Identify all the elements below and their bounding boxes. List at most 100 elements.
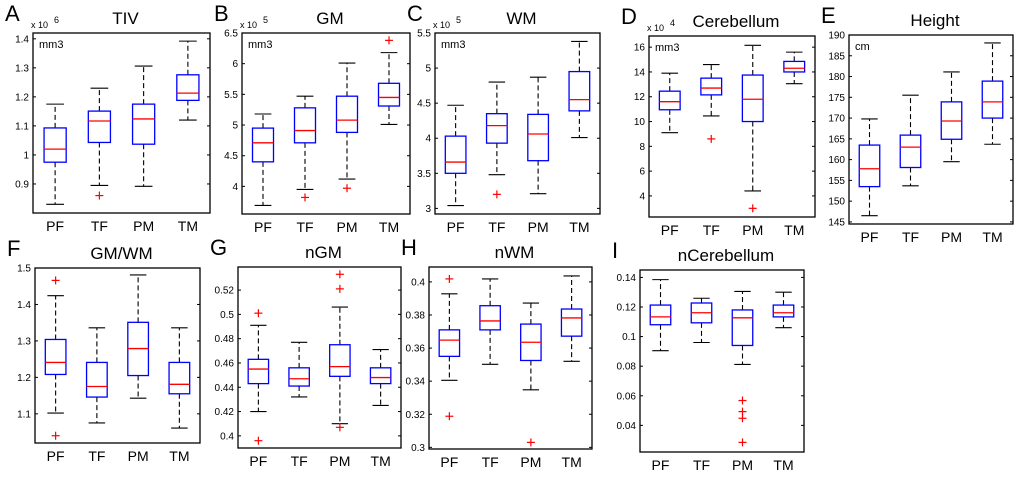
axis-multiplier: x 10 (31, 20, 48, 30)
iqr-box (783, 60, 806, 73)
x-tick-label: PF (254, 219, 272, 235)
y-tick-label: 175 (828, 93, 845, 104)
y-tick-label: 0.5 (220, 310, 234, 321)
y-tick-label: 0.46 (215, 358, 235, 369)
outlier-marker (445, 412, 454, 421)
iqr-box (44, 338, 67, 376)
box-tm (568, 40, 591, 139)
y-tick-label: 16 (634, 43, 646, 54)
box-pf (44, 276, 67, 440)
outlier-marker (254, 309, 263, 318)
outlier-marker (385, 36, 393, 45)
panel-title: Cerebellum (693, 12, 780, 31)
iqr-box (247, 358, 270, 385)
x-tick-label: PM (528, 219, 549, 235)
axis-multiplier-exponent: 5 (263, 15, 268, 25)
box-tm (176, 40, 200, 121)
y-tick-label: 0.04 (617, 421, 637, 432)
box-tm (377, 36, 401, 125)
iqr-box (85, 361, 108, 398)
box-pf (444, 104, 467, 207)
box-pm (731, 290, 754, 447)
box-tf (690, 297, 713, 344)
x-tick-label: TF (482, 454, 499, 470)
x-tick-label: TM (178, 218, 198, 234)
axes-frame (434, 32, 601, 215)
panel-title: Height (910, 11, 959, 30)
box-pf (43, 103, 67, 205)
panel-letter: D (621, 4, 637, 29)
box-pf (251, 113, 275, 206)
axes-frame (32, 32, 211, 214)
y-tick-label: 6 (639, 167, 645, 178)
y-tick-label: 0.44 (215, 383, 235, 394)
axis-multiplier: x 10 (433, 20, 450, 30)
panel-letter: A (5, 1, 20, 26)
iqr-box (568, 70, 591, 112)
x-tick-label: PM (133, 218, 154, 234)
panel-g: 0.4 0.42 0.44 0.46 0.48 0.5 0.52 PF TF PM TM nGM G (210, 235, 402, 469)
x-tick-label: PF (46, 218, 64, 234)
y-tick-label: 4.5 (224, 151, 238, 162)
y-tick-label: 1.4 (17, 300, 31, 311)
iqr-box (444, 135, 467, 174)
y-tick-label: 170 (828, 114, 845, 125)
box-tm (369, 349, 392, 407)
axis-multiplier-exponent: 5 (456, 15, 461, 25)
iqr-box (87, 110, 112, 144)
y-tick-label: 0.52 (215, 286, 235, 297)
outlier-marker (254, 436, 263, 445)
y-tick-label: 6.5 (224, 29, 238, 40)
axis-multiplier: x 10 (647, 23, 664, 33)
iqr-box (741, 74, 764, 123)
outlier-marker (335, 284, 344, 293)
iqr-box (649, 304, 672, 326)
x-tick-label: TM (569, 219, 589, 235)
panel-f: 1.1 1.2 1.3 1.4 1.5 PF TF PM TM GM/WM F (7, 236, 201, 464)
box-tf (899, 94, 922, 187)
iqr-box (369, 367, 392, 385)
panel-e: 145 150 155 160 165 170 175 180 185 190 PF TF PM TM He… (821, 3, 1014, 245)
axes-frame (639, 269, 805, 453)
outlier-marker (445, 274, 454, 283)
y-tick-label: 0.08 (617, 362, 637, 373)
x-tick-label: TM (169, 448, 189, 464)
iqr-box (131, 103, 156, 145)
outlier-marker (51, 276, 60, 285)
y-tick-label: 0.3 (411, 443, 425, 454)
iqr-box (560, 308, 583, 337)
y-tick-label: 3.5 (417, 169, 431, 180)
box-pf (658, 72, 681, 134)
box-pf (858, 118, 881, 217)
iqr-box (485, 113, 508, 144)
x-tick-label: PM (732, 457, 753, 473)
iqr-box (176, 74, 200, 102)
unit-label: cm (855, 41, 870, 53)
box-tm (772, 291, 795, 329)
box-tm (783, 51, 806, 85)
iqr-box (335, 95, 359, 134)
outlier-marker (343, 184, 351, 193)
iqr-box (658, 90, 681, 111)
axes-frame (237, 266, 402, 449)
panel-letter: B (214, 1, 229, 26)
x-tick-label: PF (447, 219, 465, 235)
box-pm (335, 62, 359, 193)
outlier-marker (738, 438, 747, 447)
iqr-box (527, 113, 550, 162)
iqr-box (329, 344, 351, 377)
outlier-marker (95, 191, 104, 200)
box-tf (700, 63, 723, 143)
box-tf (479, 278, 501, 365)
box-tf (85, 327, 108, 424)
axes-frame (241, 32, 411, 215)
y-tick-label: 0.06 (617, 391, 637, 402)
y-tick-label: 165 (828, 134, 845, 145)
y-tick-label: 1.1 (17, 409, 31, 420)
outlier-marker (738, 414, 747, 423)
iqr-box (899, 134, 922, 169)
unit-label: mm3 (248, 39, 272, 51)
iqr-box (251, 127, 275, 163)
